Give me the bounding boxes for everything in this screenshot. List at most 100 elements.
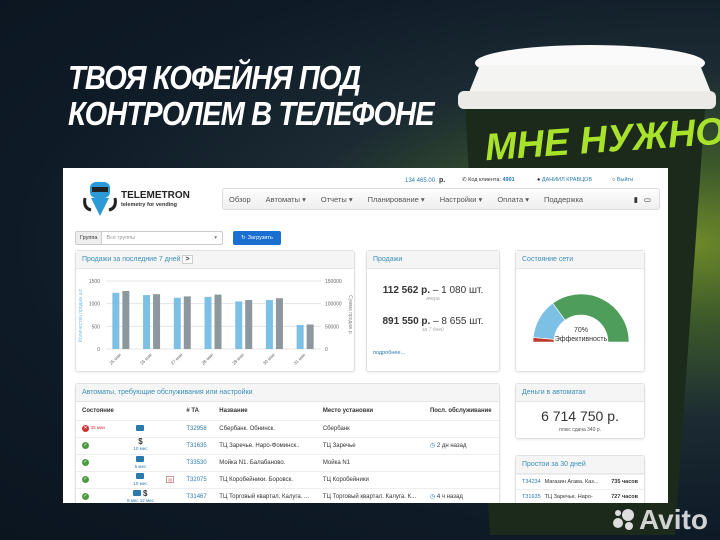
y-axis-label: Количество продаж шт. <box>78 288 84 342</box>
x-tick-label: 31 мая <box>293 352 307 366</box>
table-row[interactable]: ✓ $10 мес T31635 ТЦ Заречье. Наро-Фоминск..… <box>76 436 499 454</box>
ta-link[interactable]: T32075 <box>180 470 214 488</box>
logout-link[interactable]: ○ Выйти <box>612 177 634 183</box>
sales-bar-chart: 0 0 500 50000 1000 100000 1500 150000 Количество… <box>78 279 353 366</box>
nav-overview[interactable]: Обзор <box>229 194 251 204</box>
money-change: плюс сдача 340 р. <box>558 427 602 433</box>
table-row[interactable]: ✓ 5 мес T33530 Мойка N1. Балабаново. Мойка … <box>76 453 499 471</box>
machine-place: Мойка N1 <box>316 453 424 471</box>
x-tick-label: 27 мая <box>170 352 184 366</box>
network-card: Состояние сети 70% Эффективность <box>515 250 645 372</box>
downtime-row[interactable]: T31635 ТЦ Заречье. Наро- 727 часов <box>516 489 644 503</box>
check-icon: ✓ <box>82 493 89 501</box>
load-button[interactable]: ↻ Загрузить <box>233 231 281 245</box>
sales-card: Продажи 112 562 р. – 1 080 шт. вчера 891… <box>366 250 500 372</box>
check-icon: ✓ <box>82 442 89 449</box>
machine-name: ТЦ Торговый квартал. Калуга. ... <box>213 487 317 503</box>
power-icon: ○ <box>612 177 616 183</box>
y2-axis-label: Сумма продаж р. <box>347 295 353 335</box>
machines-card: Автоматы, требующие обслуживания или нас… <box>75 383 500 503</box>
table-row[interactable]: ✓ 10 мес ▤ T32075 ТЦ Коробейники. Боровск. Т… <box>76 470 499 488</box>
x-tick-label: 26 мая <box>139 352 153 366</box>
id-card-icon[interactable]: ▭ <box>643 194 651 204</box>
group-select[interactable]: Группа Все группы ▾ <box>75 231 223 245</box>
service-icons: 5 мес <box>120 453 161 471</box>
efficiency-gauge <box>532 293 630 343</box>
downtime-hours: 735 часов <box>611 479 638 485</box>
nav-machines[interactable]: Автоматы ▾ <box>265 194 306 204</box>
downtime-card: Простои за 30 дней T34234 Магазин Агава. … <box>515 455 645 503</box>
downtime-name: Магазин Агава. Каз... <box>544 479 599 485</box>
doc-cell <box>160 436 181 454</box>
downtime-row[interactable]: T34234 Магазин Агава. Каз... 735 часов <box>516 474 644 489</box>
doc-cell <box>160 487 181 503</box>
col-ta: # ТА <box>186 407 199 414</box>
gauge-segment <box>552 293 630 343</box>
nav-planning[interactable]: Планирование ▾ <box>367 194 425 204</box>
bar-quantity <box>235 301 243 349</box>
truck-icon <box>136 472 145 479</box>
ta-link[interactable]: T33530 <box>180 453 214 471</box>
doc-cell <box>160 453 181 471</box>
nav-payment[interactable]: Оплата ▾ <box>497 194 529 204</box>
y-tick-label: 0 <box>97 347 100 353</box>
truck-icon <box>133 489 142 496</box>
col-name: Название <box>219 407 248 414</box>
last-service: ◷ 2 дн назад <box>423 436 499 454</box>
nav-reports[interactable]: Отчеты ▾ <box>320 194 353 204</box>
avito-watermark: Avito <box>612 505 708 535</box>
bar-sum <box>214 294 222 349</box>
ta-link[interactable]: T32958 <box>180 419 214 437</box>
machine-place: ТЦ Торговый квартал. Калуга. К... <box>316 487 424 503</box>
truck-icon <box>136 455 145 462</box>
status-time: 35 мин <box>90 425 106 430</box>
y-tick-label: 1500 <box>89 279 100 285</box>
ta-link[interactable]: T31467 <box>180 487 214 503</box>
week-label: за 7 дней <box>422 327 444 333</box>
y-tick-label: 1000 <box>89 302 100 308</box>
more-link[interactable]: подробнее... <box>373 350 406 356</box>
bar-sum <box>122 290 130 349</box>
robot-logo-icon <box>83 182 117 216</box>
sales-chart-card: Продажи за последние 7 дней > 0 0 500 50000… <box>75 250 355 372</box>
last-service <box>423 419 499 437</box>
balance: 134 465.00 <box>405 178 436 184</box>
user-menu[interactable]: ● ДАНИИЛ КРАВЦОВ <box>537 177 593 183</box>
bar-quantity <box>265 300 273 349</box>
money-amount: 6 714 750 р. <box>541 408 619 424</box>
downtime-name: ТЦ Заречье. Наро- <box>544 494 593 500</box>
doc-cell <box>160 419 181 437</box>
bar-quantity <box>204 296 212 349</box>
ta-link[interactable]: T31635 <box>180 436 214 454</box>
table-row[interactable]: ✓ $8 мес 12 мес T31467 ТЦ Торговый квартал… <box>76 487 499 503</box>
machine-place: ТЦ Заречье <box>316 436 424 454</box>
sales-chart-header: Продажи за последние 7 дней > <box>76 251 354 269</box>
check-icon: ✓ <box>82 459 89 466</box>
nav-support[interactable]: Поддержка <box>543 194 584 204</box>
currency: р. <box>439 177 446 184</box>
book-icon[interactable]: ▮ <box>633 194 638 204</box>
machine-place: ТЦ Коробейники <box>316 470 424 488</box>
machine-place: Сбербанк <box>316 419 424 437</box>
clock-icon: ◷ <box>429 443 436 449</box>
x-tick-label: 28 мая <box>201 352 215 366</box>
refresh-icon: ↻ <box>241 235 246 241</box>
nav-settings[interactable]: Настройки ▾ <box>439 194 483 204</box>
status-cell: ✓ <box>76 470 121 488</box>
next-button[interactable]: > <box>182 255 193 264</box>
status-cell: ✓ <box>76 487 121 503</box>
doc-cell: ▤ <box>160 470 181 488</box>
network-header: Состояние сети <box>516 251 644 269</box>
x-tick-label: 30 мая <box>262 352 276 366</box>
bar-quantity <box>173 297 181 349</box>
table-row[interactable]: ✕ 35 мин T32958 Сбербанк. Обнинск. Сбербан… <box>76 419 499 437</box>
ta-link[interactable]: T31635 <box>522 494 541 500</box>
service-icons <box>120 419 161 437</box>
ta-link[interactable]: T34234 <box>522 479 541 485</box>
y-tick-label: 500 <box>92 324 101 330</box>
last-service <box>423 470 499 488</box>
status-cell: ✓ <box>76 453 121 471</box>
check-icon: ✓ <box>82 476 89 483</box>
user-icon: ● <box>537 177 541 183</box>
col-status: Состояние <box>82 407 114 414</box>
